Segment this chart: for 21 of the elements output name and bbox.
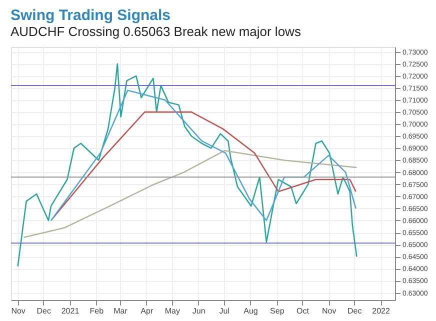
x-tick-label: 2021	[61, 306, 80, 316]
x-tick-label: Apr	[140, 306, 154, 316]
x-tick-label: Sep	[270, 306, 285, 316]
x-tick-label: Dec	[348, 306, 362, 316]
x-tick-label: Jul	[219, 306, 230, 316]
x-tick-label: Oct	[296, 306, 310, 316]
line-series	[17, 63, 358, 267]
chart-title: Swing Trading Signals	[10, 7, 171, 24]
line-series	[50, 90, 356, 222]
x-tick-label: Jun	[192, 306, 206, 316]
x-tick-label: Nov	[322, 306, 336, 316]
chart-subtitle: AUDCHF Crossing 0.65063 Break new major lows	[10, 24, 302, 39]
x-tick-label: Aug	[244, 306, 258, 316]
x-tick-label: Nov	[11, 306, 26, 316]
line-series	[23, 150, 358, 238]
x-tick-label: Mar	[114, 306, 128, 316]
x-tick-label: Feb	[90, 306, 104, 316]
x-tick-label: Dec	[36, 306, 51, 316]
x-tick-label: 2022	[372, 306, 390, 316]
x-tick-label: May	[164, 306, 180, 316]
line-series	[50, 111, 356, 222]
